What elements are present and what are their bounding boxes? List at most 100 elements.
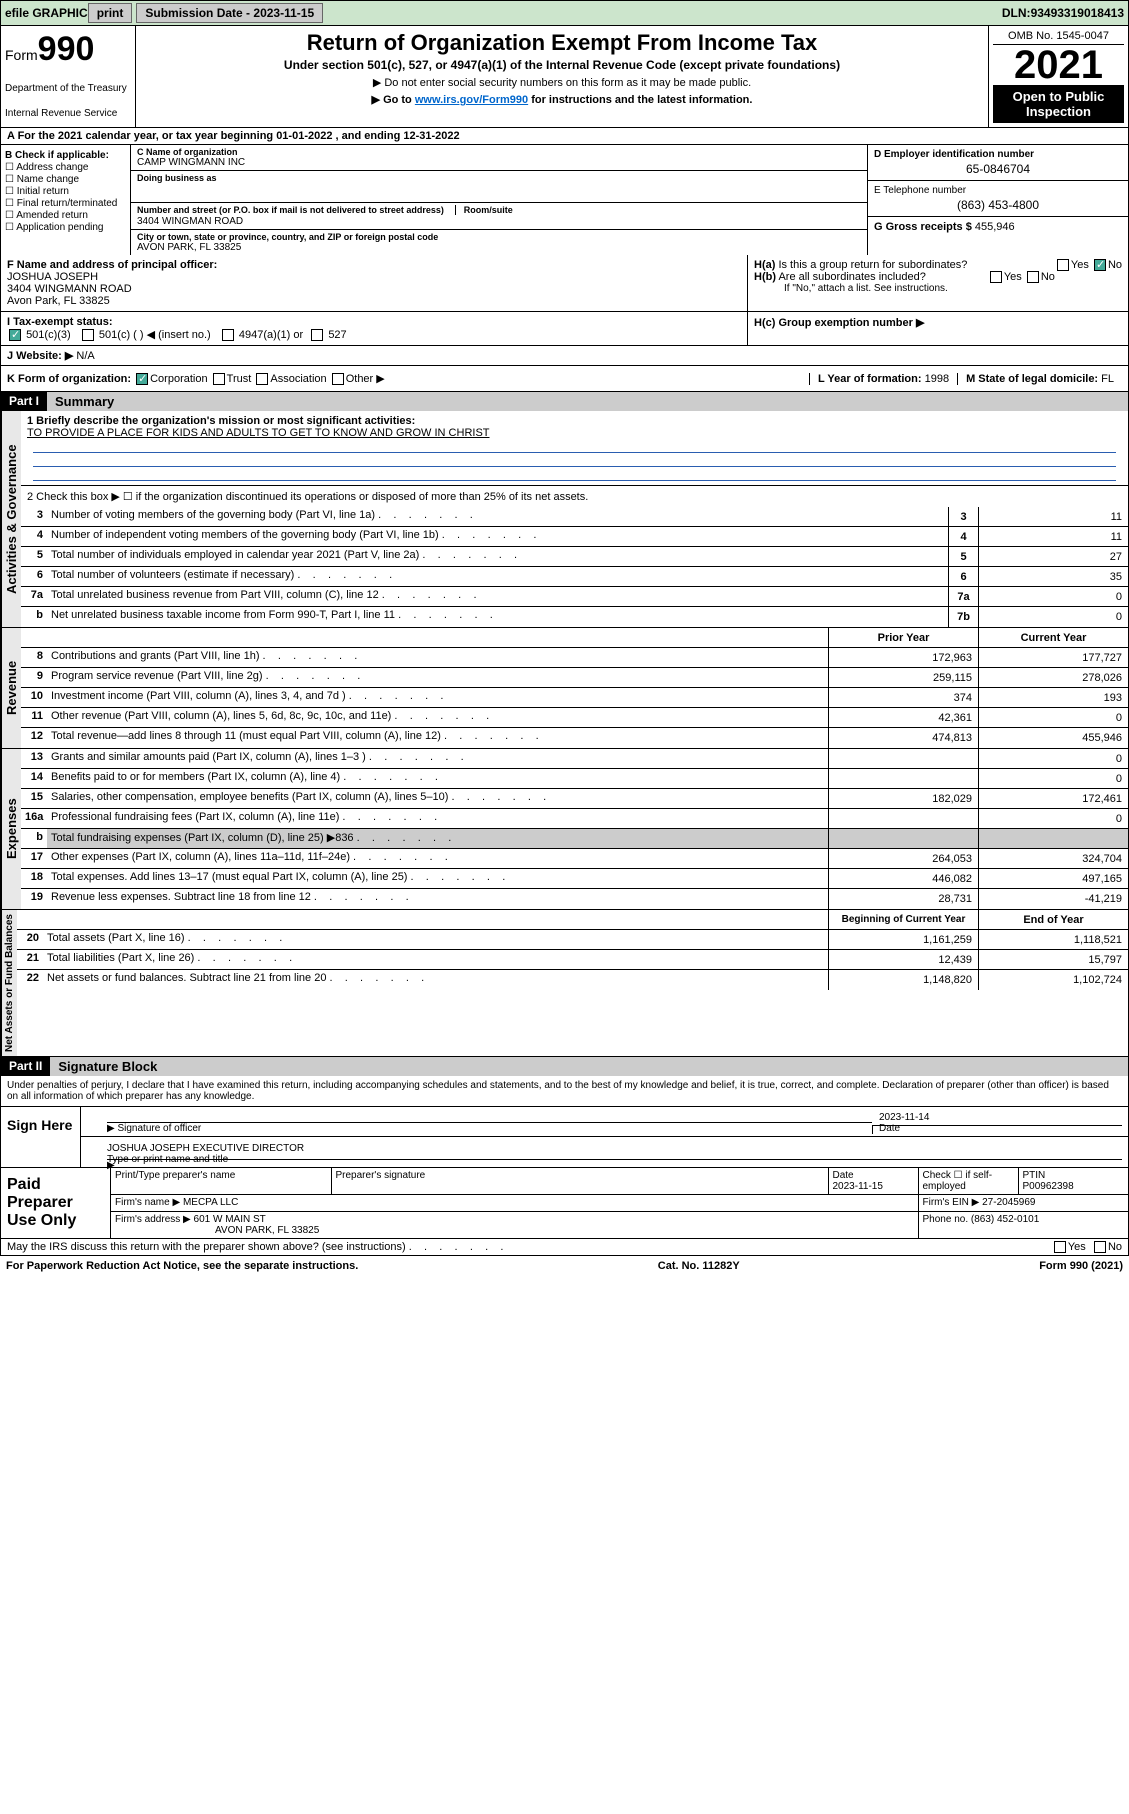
addr-cell: Number and street (or P.O. box if mail i… bbox=[131, 203, 867, 230]
table-row: 13Grants and similar amounts paid (Part … bbox=[21, 749, 1128, 769]
row-value: 0 bbox=[978, 587, 1128, 606]
ein-cell: D Employer identification number 65-0846… bbox=[868, 145, 1128, 181]
ein-label: D Employer identification number bbox=[874, 149, 1122, 160]
chk-name-change[interactable]: Name change bbox=[5, 174, 126, 185]
paid-preparer-grid: Paid Preparer Use Only Print/Type prepar… bbox=[1, 1167, 1128, 1238]
principal-officer: F Name and address of principal officer:… bbox=[1, 255, 748, 311]
discuss-no-check[interactable] bbox=[1094, 1241, 1106, 1253]
chk-527[interactable] bbox=[311, 329, 323, 341]
row-current: 455,946 bbox=[978, 728, 1128, 748]
mission-text: TO PROVIDE A PLACE FOR KIDS AND ADULTS T… bbox=[27, 427, 490, 439]
row-desc: Other expenses (Part IX, column (A), lin… bbox=[47, 849, 828, 868]
row-desc: Total number of individuals employed in … bbox=[47, 547, 948, 566]
room-suite-label: Room/suite bbox=[455, 205, 513, 215]
table-row: 14Benefits paid to or for members (Part … bbox=[21, 769, 1128, 789]
row-num: 14 bbox=[21, 769, 47, 788]
chk-association[interactable] bbox=[256, 373, 268, 385]
sig-officer-label: Signature of officer bbox=[117, 1123, 201, 1134]
chk-application-pending[interactable]: Application pending bbox=[5, 222, 126, 233]
dots-filler bbox=[406, 1241, 504, 1253]
print-button[interactable]: print bbox=[88, 3, 133, 23]
mission-line-3 bbox=[33, 467, 1116, 481]
chk-corporation[interactable] bbox=[136, 373, 148, 385]
prep-hdr-sig: Preparer's signature bbox=[331, 1168, 828, 1195]
city-state-zip: AVON PARK, FL 33825 bbox=[137, 242, 861, 253]
row-value: 0 bbox=[978, 607, 1128, 627]
col-end-year: End of Year bbox=[978, 910, 1128, 929]
discuss-yes-check[interactable] bbox=[1054, 1241, 1066, 1253]
chk-501c3[interactable] bbox=[9, 329, 21, 341]
ein-value: 65-0846704 bbox=[874, 162, 1122, 176]
part2-title: Signature Block bbox=[50, 1057, 1128, 1076]
row-current: 0 bbox=[978, 809, 1128, 828]
tel-cell: E Telephone number (863) 453-4800 bbox=[868, 181, 1128, 217]
vert-revenue: Revenue bbox=[1, 628, 21, 748]
chk-address-change[interactable]: Address change bbox=[5, 162, 126, 173]
row-prior bbox=[828, 769, 978, 788]
row-num: 4 bbox=[21, 527, 47, 546]
row-i-label: I Tax-exempt status: bbox=[7, 316, 113, 328]
prep-date: 2023-11-15 bbox=[833, 1181, 883, 1192]
row-prior: 264,053 bbox=[828, 849, 978, 868]
row-desc: Professional fundraising fees (Part IX, … bbox=[47, 809, 828, 828]
form-num-big: 990 bbox=[38, 30, 95, 68]
officer-addr2: Avon Park, FL 33825 bbox=[7, 295, 110, 307]
col-c-org-info: C Name of organization CAMP WINGMANN INC… bbox=[131, 145, 868, 255]
open-public-badge: Open to Public Inspection bbox=[993, 85, 1124, 123]
row-prior bbox=[828, 829, 978, 848]
row-f-h: F Name and address of principal officer:… bbox=[0, 255, 1129, 312]
hb-no-check[interactable] bbox=[1027, 271, 1039, 283]
sign-here-right: Signature of officer 2023-11-14 Date JOS… bbox=[81, 1107, 1128, 1167]
row-num: 13 bbox=[21, 749, 47, 768]
row-desc: Total number of volunteers (estimate if … bbox=[47, 567, 948, 586]
prep-header-row: Print/Type preparer's name Preparer's si… bbox=[111, 1168, 1128, 1195]
ha-yes-label: Yes bbox=[1071, 259, 1089, 271]
row-desc: Net unrelated business taxable income fr… bbox=[47, 607, 948, 627]
irs-link[interactable]: www.irs.gov/Form990 bbox=[415, 94, 528, 106]
ha-yes-check[interactable] bbox=[1057, 259, 1069, 271]
chk-initial-return[interactable]: Initial return bbox=[5, 186, 126, 197]
chk-501c[interactable] bbox=[82, 329, 94, 341]
row-num: 6 bbox=[21, 567, 47, 586]
dln-value: 93493319018413 bbox=[1031, 6, 1124, 20]
dba-label: Doing business as bbox=[137, 173, 861, 183]
row-desc: Total assets (Part X, line 16) bbox=[43, 930, 828, 949]
table-row: 11Other revenue (Part VIII, column (A), … bbox=[21, 708, 1128, 728]
mission-line-1 bbox=[33, 439, 1116, 453]
row-box: 5 bbox=[948, 547, 978, 566]
row-desc: Other revenue (Part VIII, column (A), li… bbox=[47, 708, 828, 727]
row-current: 0 bbox=[978, 708, 1128, 727]
row-prior: 1,161,259 bbox=[828, 930, 978, 949]
row-prior: 1,148,820 bbox=[828, 970, 978, 990]
firm-ein-label: Firm's EIN ▶ bbox=[923, 1197, 983, 1208]
ha-no-check[interactable] bbox=[1094, 259, 1106, 271]
table-row: 19Revenue less expenses. Subtract line 1… bbox=[21, 889, 1128, 909]
officer-label: F Name and address of principal officer: bbox=[7, 259, 217, 271]
chk-other[interactable] bbox=[332, 373, 344, 385]
row-num: b bbox=[21, 607, 47, 627]
col-b-label: B Check if applicable: bbox=[5, 150, 126, 161]
table-row: bTotal fundraising expenses (Part IX, co… bbox=[21, 829, 1128, 849]
row-prior: 182,029 bbox=[828, 789, 978, 808]
row-desc: Revenue less expenses. Subtract line 18 … bbox=[47, 889, 828, 909]
row-current: 193 bbox=[978, 688, 1128, 707]
header-right: OMB No. 1545-0047 2021 Open to Public In… bbox=[988, 26, 1128, 127]
chk-4947[interactable] bbox=[222, 329, 234, 341]
paid-preparer-label: Paid Preparer Use Only bbox=[1, 1168, 111, 1238]
prep-hdr-name: Print/Type preparer's name bbox=[111, 1168, 331, 1195]
prep-hdr-ptin: PTIN bbox=[1023, 1170, 1046, 1181]
tel-value: (863) 453-4800 bbox=[874, 198, 1122, 212]
officer-printed-name: JOSHUA JOSEPH EXECUTIVE DIRECTOR bbox=[107, 1143, 1122, 1154]
hb-yes-check[interactable] bbox=[990, 271, 1002, 283]
row-desc: Total revenue—add lines 8 through 11 (mu… bbox=[47, 728, 828, 748]
dln-label: DLN: bbox=[1002, 6, 1031, 20]
chk-amended-return[interactable]: Amended return bbox=[5, 210, 126, 221]
chk-trust[interactable] bbox=[213, 373, 225, 385]
chk-final-return[interactable]: Final return/terminated bbox=[5, 198, 126, 209]
h-section: H(a) Is this a group return for subordin… bbox=[748, 255, 1128, 311]
p1-governance-block: Activities & Governance 1 Briefly descri… bbox=[1, 411, 1128, 628]
row-a-tax-year: A For the 2021 calendar year, or tax yea… bbox=[0, 128, 1129, 145]
row-num: 7a bbox=[21, 587, 47, 606]
p1-expenses-block: Expenses 13Grants and similar amounts pa… bbox=[1, 749, 1128, 910]
sub-date-label: Submission Date - bbox=[145, 6, 253, 20]
